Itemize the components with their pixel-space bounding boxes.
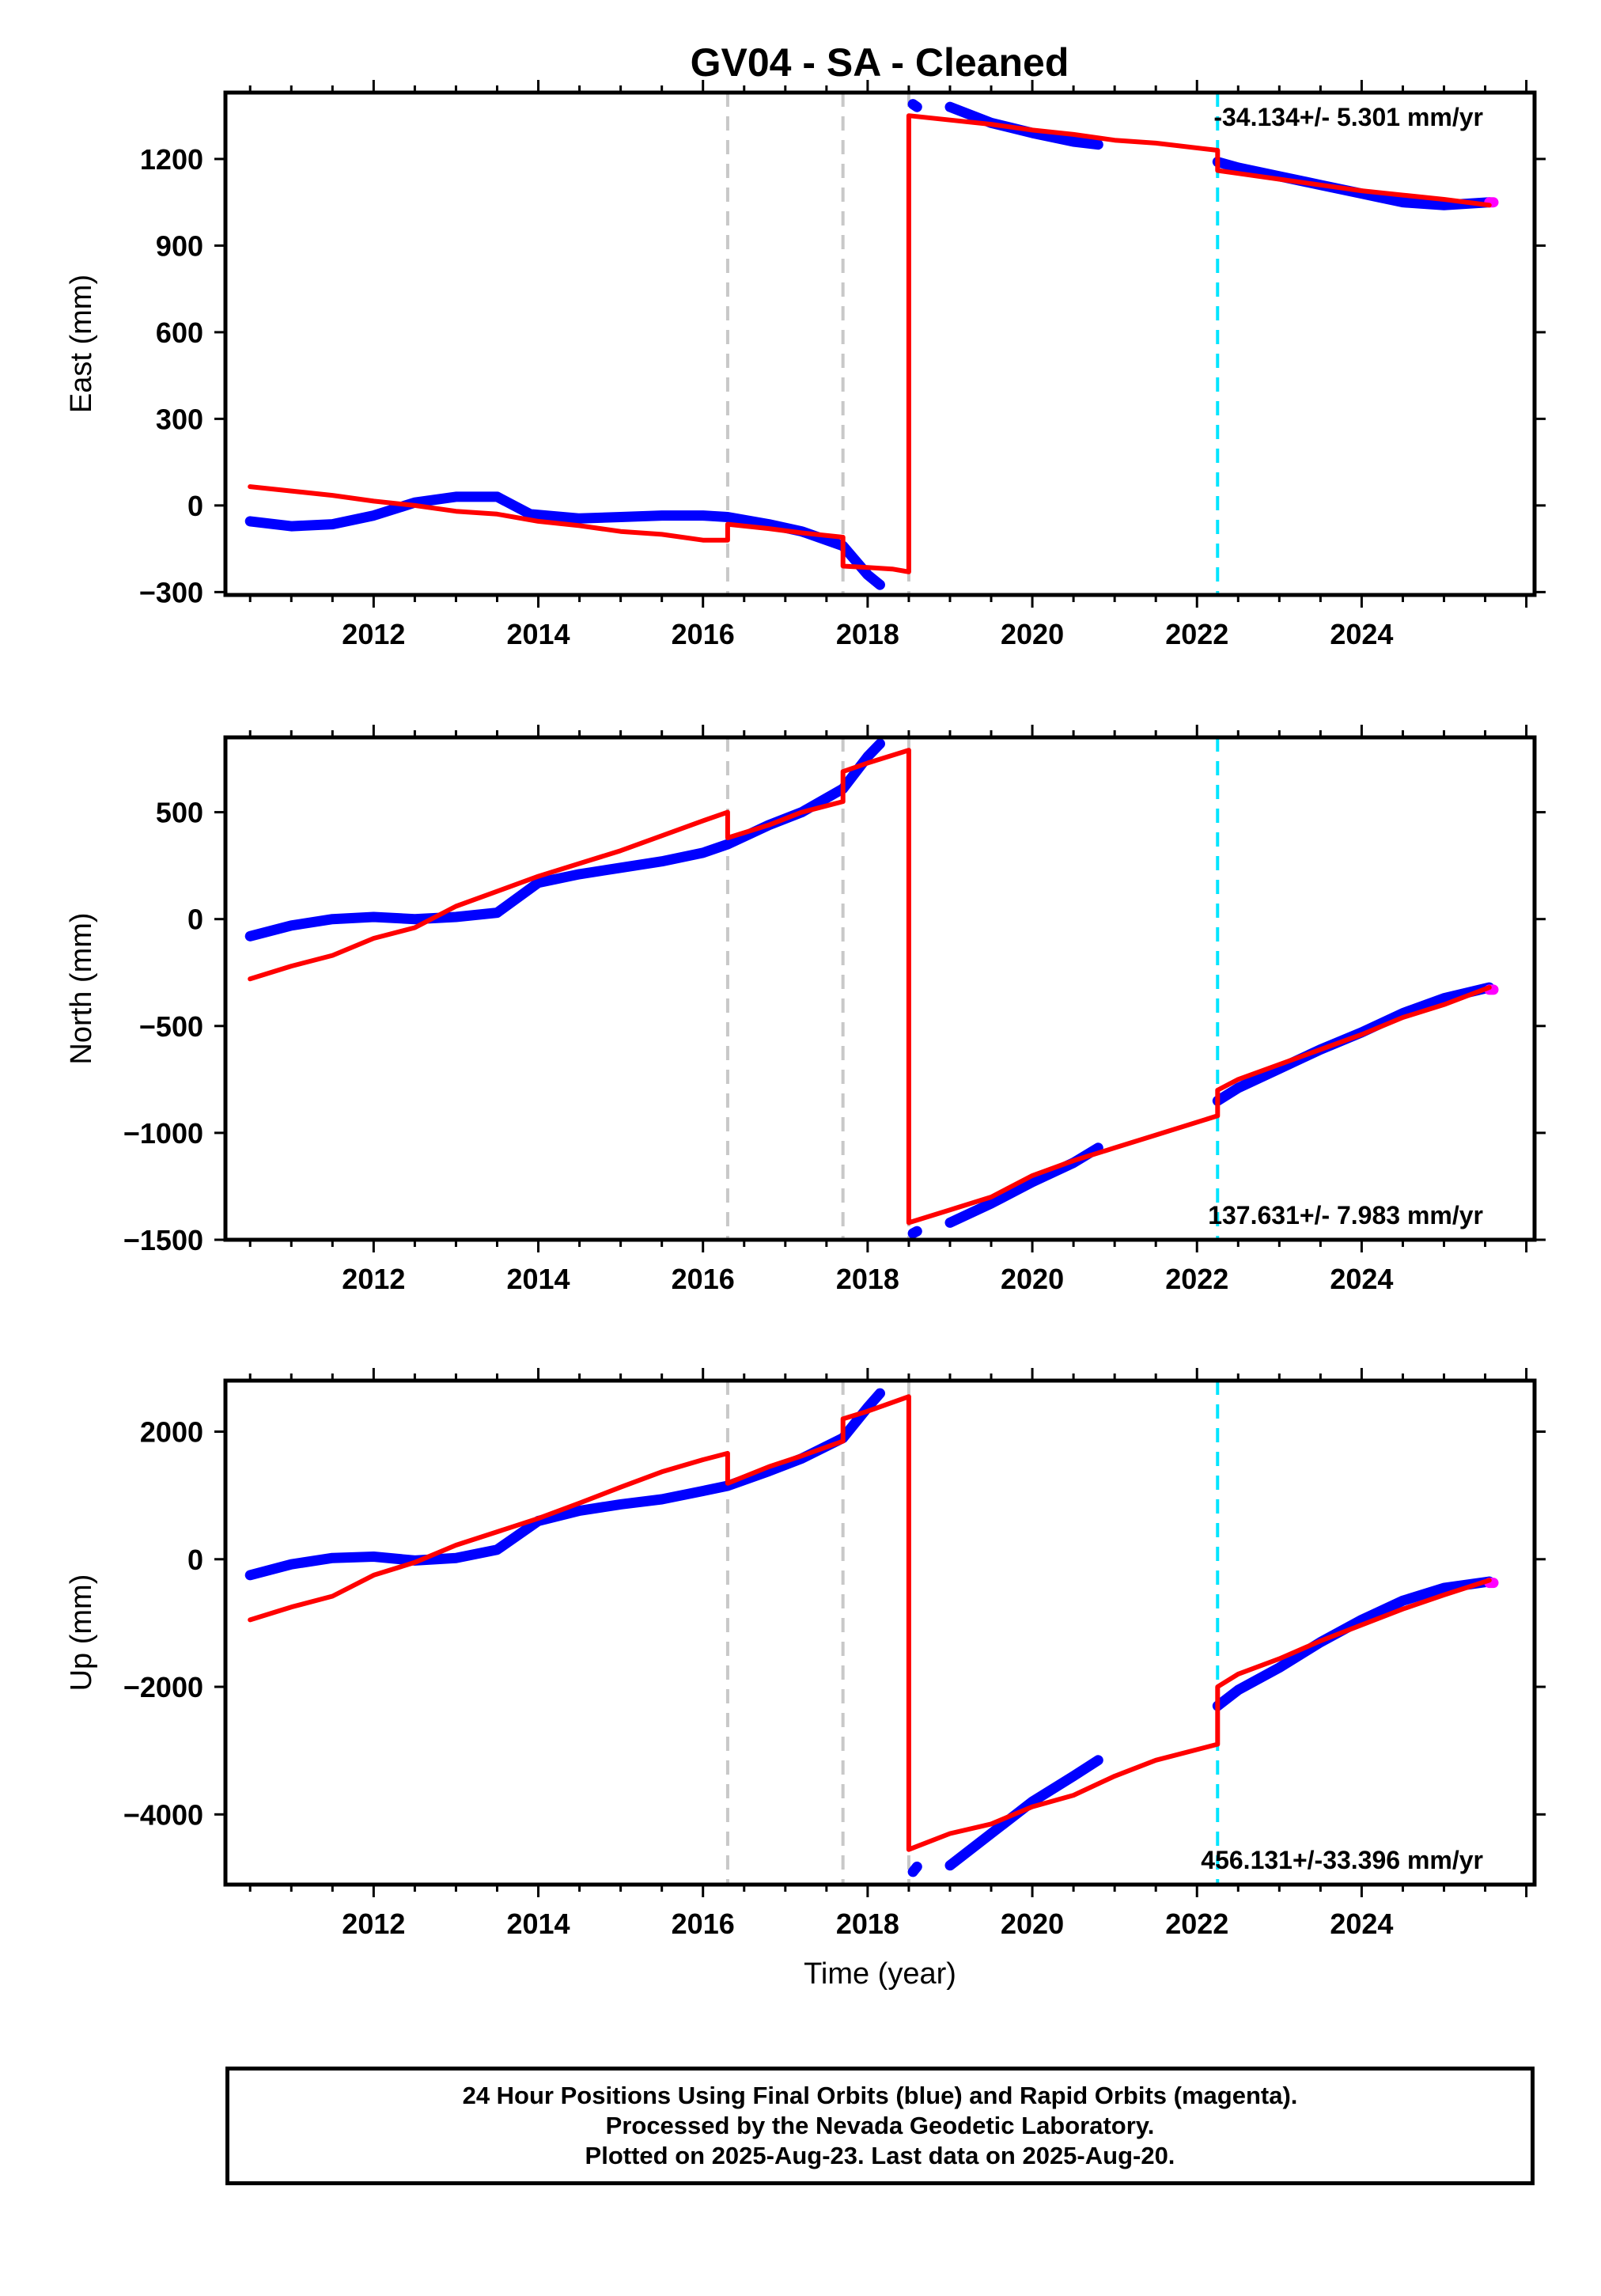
north-x-tick-label: 2016 [672,1263,735,1295]
north-series [244,738,1499,1239]
up-y-tick-label: −4000 [123,1798,203,1831]
north-x-tick-label: 2014 [506,1263,570,1295]
east-rate-label: -34.134+/- 5.301 mm/yr [1213,103,1483,131]
east-x-tick-label: 2022 [1165,618,1228,650]
up-y-axis-label: Up (mm) [65,1574,98,1692]
up-x-tick-label: 2022 [1165,1908,1228,1940]
up-x-tick-label: 2014 [506,1908,570,1940]
up-series [244,1388,1499,1877]
east-y-tick-label: −300 [139,576,203,608]
up-rate-label: 456.131+/-33.396 mm/yr [1201,1846,1483,1874]
up-final-orbits-segment-3 [944,1755,1103,1871]
east-y-axis-label: East (mm) [65,275,98,413]
east-frame [223,90,1537,597]
up-y-tick-label: −2000 [123,1671,203,1703]
east-x-tick-label: 2020 [1001,618,1064,650]
east-y-tick-label: 900 [156,229,203,262]
east-series [244,99,1499,590]
footer-line-3: Plotted on 2025-Aug-23. Last data on 202… [585,2142,1175,2169]
up-x-tick-label: 2012 [342,1908,405,1940]
up-y-tick-label: 2000 [140,1416,203,1449]
east-x-tick-label: 2014 [506,618,570,650]
east-x-tick-label: 2012 [342,618,405,650]
north-x-tick-label: 2024 [1330,1263,1393,1295]
north-frame [223,735,1537,1242]
north-y-axis-label: North (mm) [65,912,98,1064]
east-y-tick-label: 1200 [140,143,203,176]
east-x-tick-label: 2018 [836,618,899,650]
east-x-tick-label: 2016 [672,618,735,650]
north-final-orbits-segment-1 [244,738,885,942]
north-x-tick-label: 2022 [1165,1263,1228,1295]
up-x-tick-label: 2024 [1330,1908,1393,1940]
panel-east: 1200 900 600 300 0 −300 2012 2014 2016 2018 2020 20… [65,80,1546,650]
east-x-tick-label: 2024 [1330,618,1393,650]
north-x-tick-label: 2018 [836,1263,899,1295]
north-rate-label: 137.631+/- 7.983 mm/yr [1208,1201,1483,1229]
east-model-segment-1 [248,113,1492,574]
up-y-tick-label: 0 [187,1544,203,1576]
footer-line-2: Processed by the Nevada Geodetic Laborat… [605,2112,1155,2139]
x-axis-label: Time (year) [804,1957,956,1991]
north-final-orbits-segment-2 [907,1226,922,1239]
east-y-tick-label: 300 [156,403,203,435]
up-final-orbits-segment-1 [244,1388,885,1581]
chart-title: GV04 - SA - Cleaned [691,40,1069,85]
north-x-tick-label: 2020 [1001,1263,1064,1295]
panel-north: 500 0 −500 −1000 −1500 2012 2014 2016 2018 2020 20… [65,725,1546,1295]
east-final-orbits-segment-1 [244,491,885,590]
footer-box: 24 Hour Positions Using Final Orbits (bl… [225,2067,1535,2185]
north-y-tick-label: −1500 [123,1224,203,1256]
east-final-orbits-segment-3 [944,101,1103,150]
north-y-tick-label: 500 [156,797,203,829]
up-x-tick-label: 2020 [1001,1908,1064,1940]
up-x-tick-label: 2018 [836,1908,899,1940]
up-model-segment-1 [248,1394,1492,1852]
up-final-orbits-segment-4 [1212,1576,1495,1711]
north-y-tick-label: −500 [139,1010,203,1043]
panel-up: 2000 0 −2000 −4000 2012 2014 2016 2018 2020 2022 2… [65,1368,1546,1940]
footer-line-1: 24 Hour Positions Using Final Orbits (bl… [462,2082,1298,2109]
north-model-segment-1 [248,748,1492,1226]
north-y-tick-label: −1000 [123,1117,203,1150]
east-y-tick-label: 600 [156,316,203,349]
east-y-tick-label: 0 [187,490,203,522]
up-x-tick-label: 2016 [672,1908,735,1940]
north-y-tick-label: 0 [187,904,203,936]
up-frame [223,1378,1537,1887]
north-x-tick-label: 2012 [342,1263,405,1295]
up-final-orbits-segment-2 [907,1861,922,1877]
east-final-orbits-segment-2 [907,99,922,112]
